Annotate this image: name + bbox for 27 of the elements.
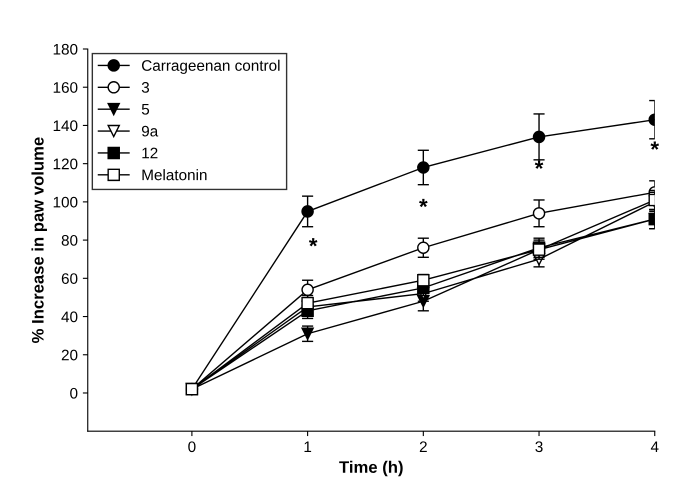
annotation: * [534, 160, 544, 169]
annotation: * [419, 198, 428, 208]
legend-label: 3 [142, 82, 150, 93]
y-tick-label: 180 [54, 44, 78, 55]
x-tick-label: 2 [420, 441, 427, 452]
y-tick-label: 100 [54, 196, 78, 208]
annotation: * [650, 142, 660, 150]
y-tick-label: 20 [62, 350, 78, 360]
y-tick-label: 40 [61, 311, 78, 322]
legend-label: Carrageenan control [142, 60, 280, 74]
legend-label: 12 [142, 148, 158, 158]
y-tick-label: 80 [62, 234, 78, 246]
annotation: * [308, 238, 318, 246]
x-tick-label: 3 [535, 441, 543, 452]
x-tick-label: 0 [188, 441, 196, 452]
y-axis-title: % Increase in paw volume [31, 137, 47, 343]
legend-label: 5 [142, 104, 150, 115]
y-tick-label: 140 [54, 120, 78, 132]
y-tick-label: 0 [70, 388, 78, 399]
y-tick-label: 60 [62, 273, 78, 284]
legend-label: Melatonin [142, 169, 206, 180]
x-tick-label: 4 [650, 441, 659, 452]
legend-label: 9a [142, 126, 158, 137]
x-axis-title: Time (h) [339, 460, 403, 476]
y-tick-label: 120 [54, 158, 78, 170]
y-tick-label: 160 [54, 82, 78, 93]
x-tick-label: 1 [304, 441, 312, 452]
